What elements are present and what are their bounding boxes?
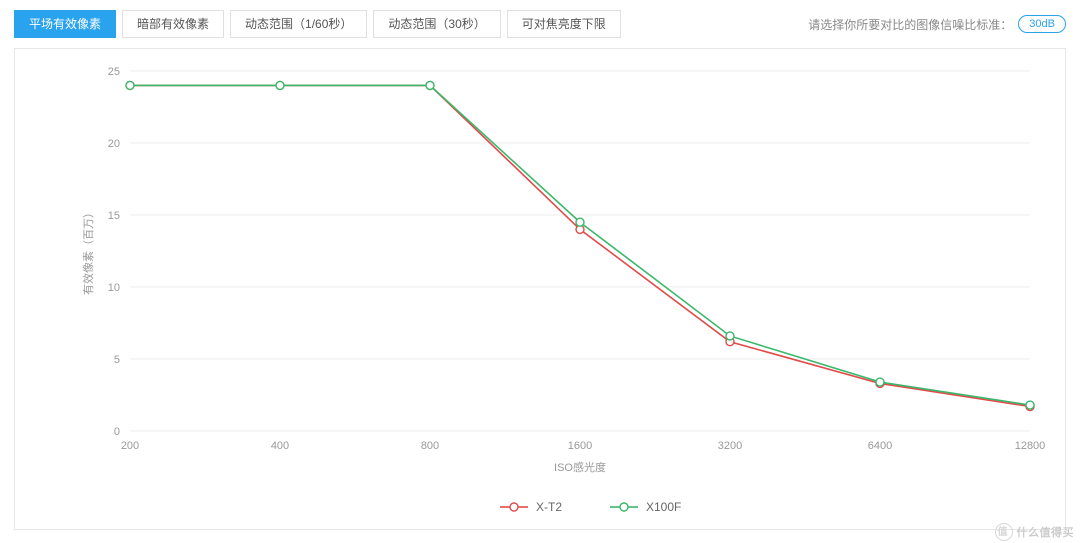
x-tick-label: 200 [121, 440, 139, 452]
series-marker [426, 81, 434, 89]
y-tick-label: 20 [108, 138, 120, 150]
legend-marker-icon [510, 503, 518, 511]
snr-selector: 请选择你所要对比的图像信噪比标准： 30dB [808, 15, 1066, 33]
x-tick-label: 1600 [568, 440, 592, 452]
tab-2[interactable]: 动态范围（1/60秒） [230, 10, 367, 38]
series-marker [126, 81, 134, 89]
series-marker [876, 378, 884, 386]
y-tick-label: 5 [114, 354, 120, 366]
legend-marker-icon [620, 503, 628, 511]
legend-label: X-T2 [536, 500, 562, 514]
tab-strip: 平场有效像素暗部有效像素动态范围（1/60秒）动态范围（30秒）可对焦亮度下限 [14, 10, 621, 38]
x-tick-label: 400 [271, 440, 289, 452]
tab-1[interactable]: 暗部有效像素 [122, 10, 224, 38]
x-tick-label: 800 [421, 440, 439, 452]
topbar: 平场有效像素暗部有效像素动态范围（1/60秒）动态范围（30秒）可对焦亮度下限 … [0, 0, 1080, 42]
series-marker [1026, 401, 1034, 409]
y-tick-label: 15 [108, 210, 120, 222]
x-tick-label: 12800 [1015, 440, 1046, 452]
y-tick-label: 0 [114, 426, 120, 438]
snr-value-pill[interactable]: 30dB [1018, 15, 1066, 33]
legend-label: X100F [646, 500, 681, 514]
y-tick-label: 25 [108, 66, 120, 78]
series-marker [576, 218, 584, 226]
tab-0[interactable]: 平场有效像素 [14, 10, 116, 38]
snr-prompt: 请选择你所要对比的图像信噪比标准： [808, 16, 1012, 33]
chart-frame: 0 5 10 15 20 25 200 400 800 1600 3200 6400 12800 有效像素… [14, 48, 1066, 530]
line-chart: 0 5 10 15 20 25 200 400 800 1600 3200 6400 12800 有效像素… [15, 49, 1065, 527]
x-tick-label: 6400 [868, 440, 892, 452]
y-axis-label: 有效像素（百万） [81, 207, 95, 295]
series-marker [276, 81, 284, 89]
tab-4[interactable]: 可对焦亮度下限 [507, 10, 621, 38]
chart-bg [15, 49, 1065, 527]
y-tick-label: 10 [108, 282, 120, 294]
tab-3[interactable]: 动态范围（30秒） [373, 10, 500, 38]
x-axis-label: ISO感光度 [554, 460, 606, 474]
series-marker [726, 332, 734, 340]
x-tick-label: 3200 [718, 440, 742, 452]
